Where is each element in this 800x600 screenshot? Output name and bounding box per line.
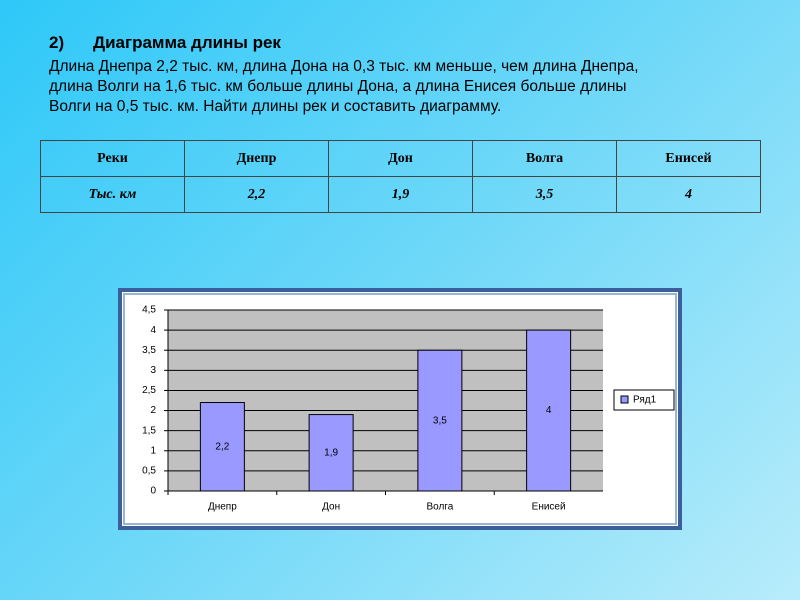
text-line: длина Волги на 1,6 тыс. км больше длины … — [49, 78, 627, 95]
x-tick-label: Енисей — [532, 502, 566, 513]
value-label: 2,2 — [215, 441, 229, 452]
value-label: 1,9 — [324, 447, 338, 458]
y-tick-label: 3 — [150, 365, 156, 376]
y-tick-label: 4 — [150, 325, 156, 336]
table-cell: Реки — [40, 140, 185, 177]
table-cell: Волга — [472, 140, 617, 177]
chart: 0 0,5 1 1,5 2 2,5 3 3,5 4 4,5 Днепр Дон Волга Енисей 2… — [118, 288, 682, 530]
bar — [526, 329, 572, 492]
table-cell: 3,5 — [472, 176, 617, 213]
y-tick-label: 0,5 — [142, 466, 156, 477]
bar — [308, 414, 354, 492]
heading-number: 2) — [49, 33, 65, 52]
y-tick-label: 1,5 — [142, 425, 156, 436]
heading-title: Диаграмма длины рек — [93, 33, 281, 52]
y-tick-label: 2,5 — [142, 385, 156, 396]
data-table: Реки Днепр Дон Волга Енисей Тыс. км 2,2 1,9 3,5 4 — [40, 140, 761, 213]
x-tick-label: Дон — [322, 502, 340, 513]
table-row: Реки Днепр Дон Волга Енисей — [40, 140, 761, 177]
text-line: Волги на 0,5 тыс. км. Найти длины рек и … — [49, 98, 502, 115]
table-cell: Днепр — [184, 140, 329, 177]
table-cell: 1,9 — [328, 176, 473, 213]
y-tick-label: 3,5 — [142, 345, 156, 356]
bar — [199, 402, 245, 492]
table-cell: Тыс. км — [40, 176, 185, 213]
chart-frame-inner — [123, 293, 677, 525]
y-tick-label: 2 — [150, 405, 156, 416]
y-tick-label: 4,5 — [142, 305, 156, 316]
y-tick-label: 0 — [150, 486, 156, 497]
problem-text: Длина Днепра 2,2 тыс. км, длина Дона на … — [49, 57, 639, 117]
table-cell: Енисей — [616, 140, 761, 177]
x-tick-label: Днепр — [208, 502, 237, 513]
text-line: Длина Днепра 2,2 тыс. км, длина Дона на … — [49, 58, 639, 75]
legend-swatch — [620, 395, 629, 404]
table-cell: 4 — [616, 176, 761, 213]
value-label: 4 — [546, 405, 552, 416]
legend-label: Ряд1 — [633, 395, 657, 406]
x-tick-label: Волга — [426, 502, 453, 513]
heading: 2) Диаграмма длины рек — [49, 33, 281, 53]
value-label: 3,5 — [433, 415, 447, 426]
y-tick-label: 1 — [150, 445, 156, 456]
table-cell: 2,2 — [184, 176, 329, 213]
legend-box — [613, 389, 675, 411]
bar — [417, 349, 463, 492]
table-cell: Дон — [328, 140, 473, 177]
table-row: Тыс. км 2,2 1,9 3,5 4 — [40, 176, 761, 213]
